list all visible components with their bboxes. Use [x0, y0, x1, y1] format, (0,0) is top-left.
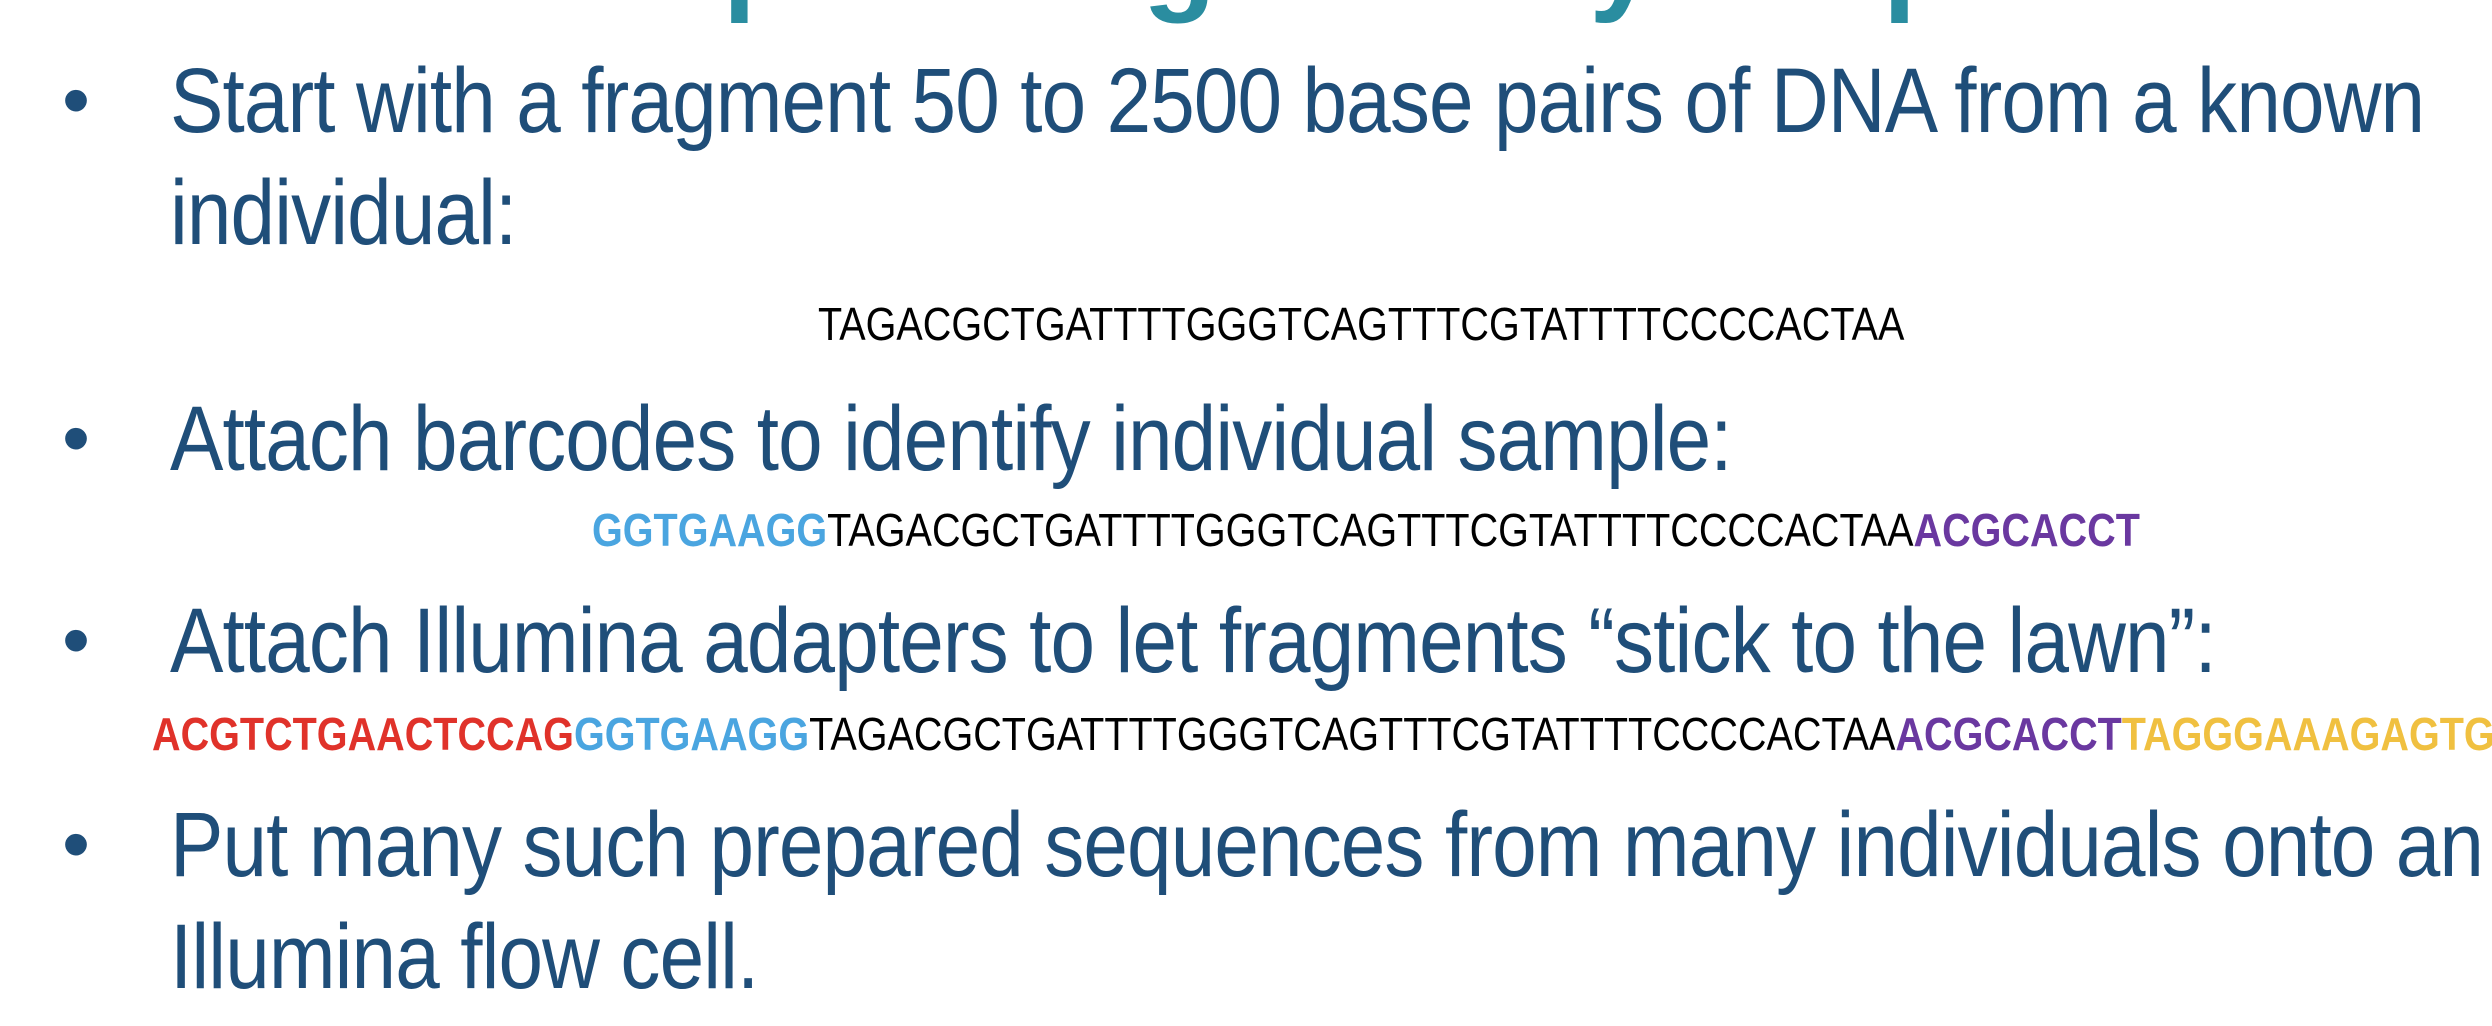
- adapter-left: ACGTCTGAACTCCAG: [152, 708, 574, 760]
- dna-fragment: TAGACGCTGATTTTGGGTCAGTTTCGTATTTTCCCCACTA…: [818, 298, 1905, 350]
- bullet-dot: •: [62, 55, 91, 144]
- dna-fragment: TAGACGCTGATTTTGGGTCAGTTTCGTATTTTCCCCACTA…: [809, 708, 1896, 760]
- bullet-1-line-1: Start with a fragment 50 to 2500 base pa…: [170, 50, 2425, 152]
- bullet-3-line-1: Attach Illumina adapters to let fragment…: [170, 590, 2217, 692]
- sequence-barcoded: GGTGAAGGTAGACGCTGATTTTGGGTCAGTTTCGTATTTT…: [592, 502, 2140, 558]
- sequence-dna: TAGACGCTGATTTTGGGTCAGTTTCGTATTTTCCCCACTA…: [818, 296, 1904, 352]
- bullet-dot: •: [62, 393, 91, 482]
- bullet-4-line-1: Put many such prepared sequences from ma…: [170, 794, 2484, 896]
- barcode-left: GGTGAAGG: [592, 504, 828, 556]
- slide-title: Sequencing Library Prep: [0, 0, 2492, 22]
- barcode-left: GGTGAAGG: [573, 708, 810, 760]
- dna-fragment: TAGACGCTGATTTTGGGTCAGTTTCGTATTTTCCCCACTA…: [827, 504, 1914, 556]
- adapter-right: TAGGGAAAGAGTGT: [2121, 708, 2492, 760]
- bullet-dot: •: [62, 595, 91, 684]
- bullet-1-line-2: individual:: [170, 162, 517, 264]
- bullet-dot: •: [62, 799, 91, 888]
- barcode-right: ACGCACCT: [1895, 708, 2122, 760]
- sequence-adapted: ACGTCTGAACTCCAGGGTGAAGGTAGACGCTGATTTTGGG…: [152, 706, 2492, 762]
- bullet-4-line-2: Illumina flow cell.: [170, 906, 759, 1008]
- barcode-right: ACGCACCT: [1913, 504, 2140, 556]
- bullet-2-line-1: Attach barcodes to identify individual s…: [170, 388, 1733, 490]
